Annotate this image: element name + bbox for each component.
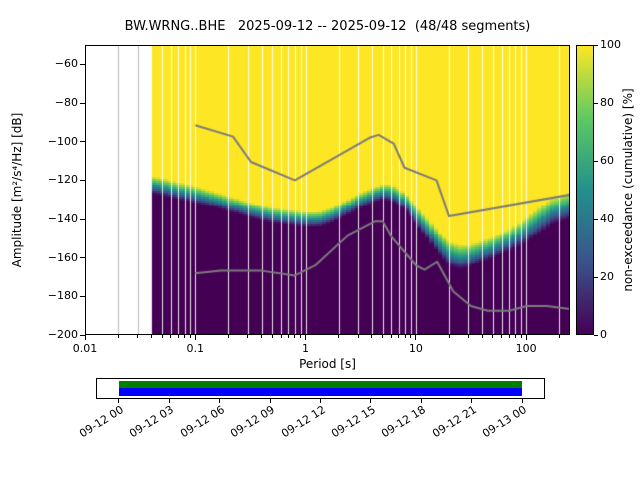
x-minor-tick-mark: [261, 335, 263, 338]
colorbar-tick-label: 40: [600, 212, 614, 225]
x-minor-tick-mark: [170, 335, 172, 338]
time-tick-mark: [219, 399, 221, 403]
timeline-coverage-top: [118, 381, 523, 388]
y-tick-label: −120: [47, 173, 78, 187]
y-tick-mark: [80, 63, 85, 65]
colorbar-gradient: [576, 45, 594, 335]
x-minor-tick-mark: [404, 335, 406, 338]
x-minor-tick-mark: [300, 335, 301, 338]
x-minor-tick-mark: [501, 335, 503, 338]
x-tick-mark: [305, 335, 307, 340]
x-tick-mark: [415, 335, 417, 340]
x-minor-tick-mark: [150, 335, 152, 338]
x-tick-mark: [84, 335, 86, 340]
x-minor-tick-mark: [117, 335, 119, 338]
x-minor-tick-mark: [382, 335, 384, 338]
x-minor-tick-mark: [508, 335, 510, 338]
x-minor-tick-mark: [558, 335, 560, 338]
x-minor-tick-mark: [481, 335, 483, 338]
x-minor-tick-mark: [227, 335, 229, 338]
timeline-bar: [96, 378, 545, 399]
time-tick-mark: [471, 399, 473, 403]
y-tick-mark: [80, 141, 85, 143]
time-tick-mark: [269, 399, 271, 403]
x-tick-label: 100: [515, 342, 537, 355]
colorbar-tick-label: 80: [600, 96, 614, 109]
colorbar-tick-mark: [594, 102, 598, 104]
x-minor-tick-mark: [287, 335, 289, 338]
y-tick-mark: [80, 218, 85, 220]
x-minor-tick-mark: [467, 335, 469, 338]
ppsd-heatmap-canvas: [85, 45, 570, 335]
y-tick-label: −180: [47, 289, 78, 303]
timeline-coverage-bottom: [118, 388, 523, 396]
x-tick-label: 10: [408, 342, 423, 355]
x-tick-label: 0.01: [72, 342, 98, 355]
x-minor-tick-mark: [398, 335, 400, 338]
x-minor-tick-mark: [294, 335, 296, 338]
colorbar-tick-label: 60: [600, 154, 614, 167]
y-tick-mark: [80, 295, 85, 297]
colorbar-tick-label: 0: [600, 328, 607, 341]
x-minor-tick-mark: [390, 335, 392, 338]
x-minor-tick-mark: [161, 335, 163, 338]
y-tick-mark: [80, 257, 85, 259]
colorbar-tick-mark: [594, 218, 598, 220]
y-tick-label: −140: [47, 212, 78, 225]
time-tick-mark: [521, 399, 523, 403]
x-minor-tick-mark: [189, 335, 191, 338]
y-tick-label: −160: [47, 250, 78, 264]
x-tick-label: 1: [302, 342, 310, 355]
colorbar-tick-mark: [594, 44, 598, 46]
time-tick-mark: [168, 399, 170, 403]
x-axis-label: Period [s]: [299, 357, 356, 371]
y-tick-mark: [80, 334, 85, 336]
x-minor-tick-mark: [247, 335, 249, 338]
colorbar-tick-label: 20: [600, 270, 614, 283]
y-axis-label: Amplitude [m²/s⁴/Hz] [dB]: [10, 112, 24, 268]
y-tick-mark: [80, 179, 85, 181]
x-minor-tick-mark: [410, 335, 412, 338]
x-minor-tick-mark: [184, 335, 186, 338]
colorbar-label: non-exceedance (cumulative) [%]: [621, 88, 635, 292]
x-minor-tick-mark: [177, 335, 179, 338]
y-tick-label: −80: [54, 96, 78, 109]
y-tick-label: −100: [47, 134, 78, 148]
y-tick-label: −60: [54, 57, 78, 71]
x-minor-tick-mark: [448, 335, 450, 338]
x-minor-tick-mark: [492, 335, 494, 338]
x-minor-tick-mark: [338, 335, 340, 338]
y-tick-mark: [80, 102, 85, 104]
x-tick-mark: [525, 335, 527, 340]
colorbar-tick-mark: [594, 334, 598, 336]
colorbar-tick-mark: [594, 160, 598, 162]
x-minor-tick-mark: [371, 335, 373, 338]
time-tick-mark: [118, 399, 120, 403]
colorbar-tick-mark: [594, 276, 598, 278]
colorbar-tick-label: 100: [600, 38, 621, 51]
x-minor-tick-mark: [357, 335, 359, 338]
time-tick-mark: [370, 399, 372, 403]
y-tick-label: −200: [47, 328, 78, 341]
x-minor-tick-mark: [520, 335, 522, 338]
x-minor-tick-mark: [137, 335, 139, 338]
x-tick-mark: [194, 335, 196, 340]
x-minor-tick-mark: [280, 335, 282, 338]
x-minor-tick-mark: [271, 335, 273, 338]
time-tick-mark: [420, 399, 422, 403]
x-tick-label: 0.1: [186, 342, 205, 355]
plot-title: BW.WRNG..BHE 2025-09-12 -- 2025-09-12 (4…: [124, 19, 531, 34]
x-minor-tick-mark: [514, 335, 516, 338]
time-tick-mark: [320, 399, 321, 403]
